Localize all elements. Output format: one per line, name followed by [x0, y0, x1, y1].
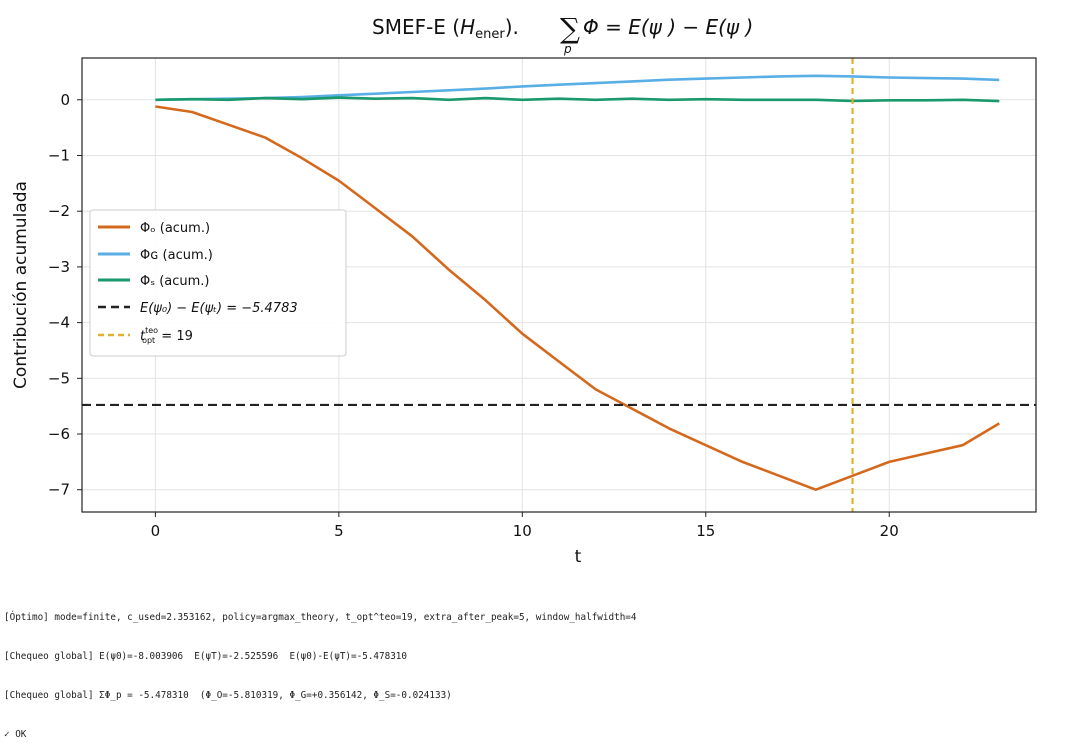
x-tick-label: 5 [334, 522, 344, 540]
console-output: [Óptimo] mode=finite, c_used=2.353162, p… [4, 585, 636, 754]
y-tick-label: −7 [48, 481, 70, 499]
console-line-chequeo-energia: [Chequeo global] E(ψ0)=-8.003906 E(ψT)=-… [4, 651, 407, 662]
legend-label-hline: E(ψ₀) − E(ψₜ) = −5.4783 [140, 301, 298, 316]
x-tick-label: 20 [880, 522, 899, 540]
x-tick-label: 10 [513, 522, 532, 540]
y-tick-label: 0 [60, 91, 70, 109]
title-sum-sub: p [563, 42, 572, 56]
y-tick-label: −1 [48, 146, 70, 164]
phi-o-line [155, 105, 1000, 492]
chart-title: SMEF-E (Hener). [372, 15, 519, 42]
y-tick-label: −4 [48, 314, 70, 332]
x-tick-label: 15 [696, 522, 715, 540]
y-tick-label: −2 [48, 202, 70, 220]
title-formula: Φ = E(ψ ) − E(ψ ) [583, 15, 753, 39]
series-layer [82, 58, 1036, 512]
legend-box [89, 209, 347, 357]
plot-area-frame [81, 57, 1037, 513]
legend-label-phi-s: Φₛ (acum.) [140, 274, 210, 289]
console-line-ok: ✓ OK [4, 729, 27, 740]
console-line-chequeo-suma: [Chequeo global] ΣΦ_p = -5.478310 (Φ_O=-… [4, 690, 452, 701]
ticks: 0 5 10 15 20 0 −1 −2 −3 −4 −5 −6 −7 [48, 91, 899, 540]
x-axis-label: t [575, 547, 582, 567]
chart: SMEF-E (Hener). ∑ p Φ = E(ψ ) − E(ψ ) 0 5… [11, 12, 1037, 567]
console-line-optimo: [Óptimo] mode=finite, c_used=2.353162, p… [4, 612, 637, 623]
y-tick-label: −3 [48, 258, 70, 276]
legend-label-phi-o: Φₒ (acum.) [140, 221, 210, 236]
x-tick-label: 0 [151, 522, 161, 540]
legend: Φₒ (acum.) Φɢ (acum.) Φₛ (acum.) E(ψ₀) −… [89, 209, 347, 357]
legend-label-phi-g: Φɢ (acum.) [140, 248, 213, 263]
legend-label-vline: tteo opt = 19 [140, 326, 193, 345]
y-tick-label: −5 [48, 369, 70, 387]
y-tick-label: −6 [48, 425, 70, 443]
phi-s-line [155, 96, 1000, 103]
y-axis-label: Contribución acumulada [11, 181, 31, 389]
phi-g-line [155, 74, 1000, 102]
title-sum-symbol: ∑ [560, 12, 580, 45]
